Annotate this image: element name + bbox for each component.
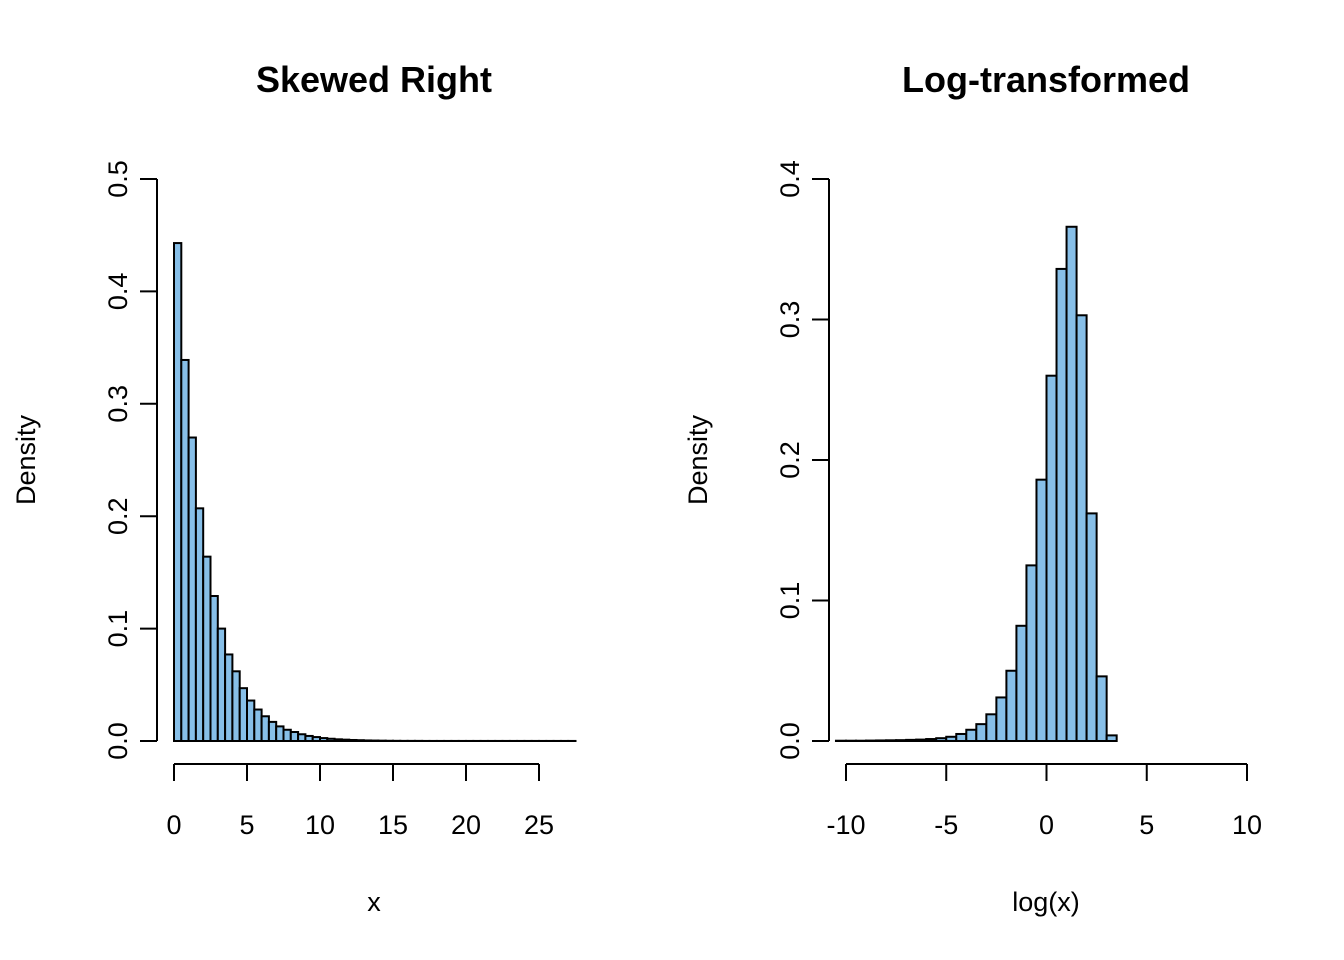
histogram-bar xyxy=(935,737,948,743)
histogram-bar xyxy=(1055,267,1068,742)
y-axis-label: Density xyxy=(11,414,41,505)
x-tick-label: 25 xyxy=(524,810,554,840)
histogram-bar xyxy=(1095,675,1108,742)
chart-skewed-right: Skewed Right 0.0 0.1 0.2 0.3 0.4 0.5 0 5 10 15 20… xyxy=(11,59,577,917)
histogram-bar xyxy=(275,725,285,742)
x-tick-label: 5 xyxy=(239,810,254,840)
histogram-bar xyxy=(333,738,343,743)
histogram-bar xyxy=(355,739,365,742)
histogram-bar xyxy=(224,653,234,743)
histogram-bar xyxy=(1005,669,1018,742)
x-tick-label: 5 xyxy=(1139,810,1154,840)
histogram-bar xyxy=(348,738,358,743)
histogram-bar xyxy=(246,699,256,743)
x-tick-label: -5 xyxy=(934,810,958,840)
y-tick-label: 0.2 xyxy=(103,497,133,535)
y-tick-label: 0.3 xyxy=(103,385,133,423)
histogram-bars xyxy=(173,242,577,743)
histogram-bar xyxy=(173,242,183,742)
histogram-bar xyxy=(297,733,307,742)
x-tick-label: 15 xyxy=(378,810,408,840)
histogram-bar xyxy=(945,735,958,742)
y-tick-label: 0.1 xyxy=(775,582,805,620)
histogram-bar xyxy=(885,739,898,742)
histogram-bar xyxy=(905,738,918,742)
histogram-bar xyxy=(1025,564,1038,742)
x-tick-label: 10 xyxy=(1232,810,1262,840)
x-tick-label: 10 xyxy=(305,810,335,840)
chart-title: Log-transformed xyxy=(902,59,1190,100)
histogram-bar xyxy=(1105,734,1118,743)
x-axis-label: log(x) xyxy=(1012,887,1080,917)
histogram-bar xyxy=(282,728,292,743)
histogram-bar xyxy=(995,696,1008,743)
histogram-bar xyxy=(253,708,263,743)
histogram-bar xyxy=(1045,374,1058,742)
histogram-bar xyxy=(925,738,938,743)
histogram-bar xyxy=(955,732,968,742)
histogram-bar xyxy=(965,728,978,743)
x-axis-ticks: 0 5 10 15 20 25 xyxy=(166,764,554,840)
y-axis-ticks: 0.0 0.1 0.2 0.3 0.4 xyxy=(775,160,829,760)
histogram-bar xyxy=(267,720,278,743)
y-tick-label: 0.4 xyxy=(103,273,133,311)
histogram-bar xyxy=(231,670,241,743)
histogram-bar xyxy=(319,737,329,742)
chart-log-transformed: Log-transformed 0.0 0.1 0.2 0.3 0.4 -10 -5 0 5 1… xyxy=(683,59,1262,917)
x-tick-label: -10 xyxy=(826,810,865,840)
x-tick-label: 0 xyxy=(1039,810,1054,840)
histogram-bar xyxy=(985,713,998,742)
histogram-bar xyxy=(209,595,219,743)
histogram-bar xyxy=(340,738,351,742)
histogram-bar xyxy=(1035,478,1048,742)
histogram-bar xyxy=(975,723,988,743)
y-tick-label: 0.2 xyxy=(775,441,805,479)
histogram-bar xyxy=(238,687,248,742)
histogram-bar xyxy=(311,736,322,742)
chart-title: Skewed Right xyxy=(256,59,492,100)
y-tick-label: 0.0 xyxy=(775,722,805,760)
histogram-bar xyxy=(875,739,888,742)
x-tick-label: 20 xyxy=(451,810,481,840)
y-axis-ticks: 0.0 0.1 0.2 0.3 0.4 0.5 xyxy=(103,160,157,760)
histogram-bar xyxy=(202,555,212,742)
y-tick-label: 0.0 xyxy=(103,722,133,760)
y-axis-label: Density xyxy=(683,414,713,505)
histogram-bar xyxy=(362,739,373,742)
histogram-bar xyxy=(304,734,314,743)
histogram-bar xyxy=(180,358,190,742)
y-tick-label: 0.3 xyxy=(775,301,805,339)
histogram-bar xyxy=(260,715,270,742)
histogram-bars xyxy=(834,225,1118,743)
histogram-bar xyxy=(915,738,928,742)
x-axis-label: x xyxy=(367,887,381,917)
histogram-bar xyxy=(895,739,908,742)
histogram-bar xyxy=(1075,314,1088,742)
histogram-bar xyxy=(1015,624,1028,742)
histogram-bar xyxy=(289,731,300,742)
y-tick-label: 0.5 xyxy=(103,160,133,198)
histogram-bar xyxy=(1065,225,1078,742)
y-tick-label: 0.1 xyxy=(103,610,133,648)
histogram-bar xyxy=(326,737,336,743)
histogram-bar xyxy=(216,627,227,742)
histogram-bar xyxy=(187,436,197,742)
histogram-bar xyxy=(194,507,205,742)
x-tick-label: 0 xyxy=(166,810,181,840)
y-tick-label: 0.4 xyxy=(775,160,805,198)
histogram-bar xyxy=(1085,512,1098,743)
x-axis-ticks: -10 -5 0 5 10 xyxy=(826,764,1262,840)
